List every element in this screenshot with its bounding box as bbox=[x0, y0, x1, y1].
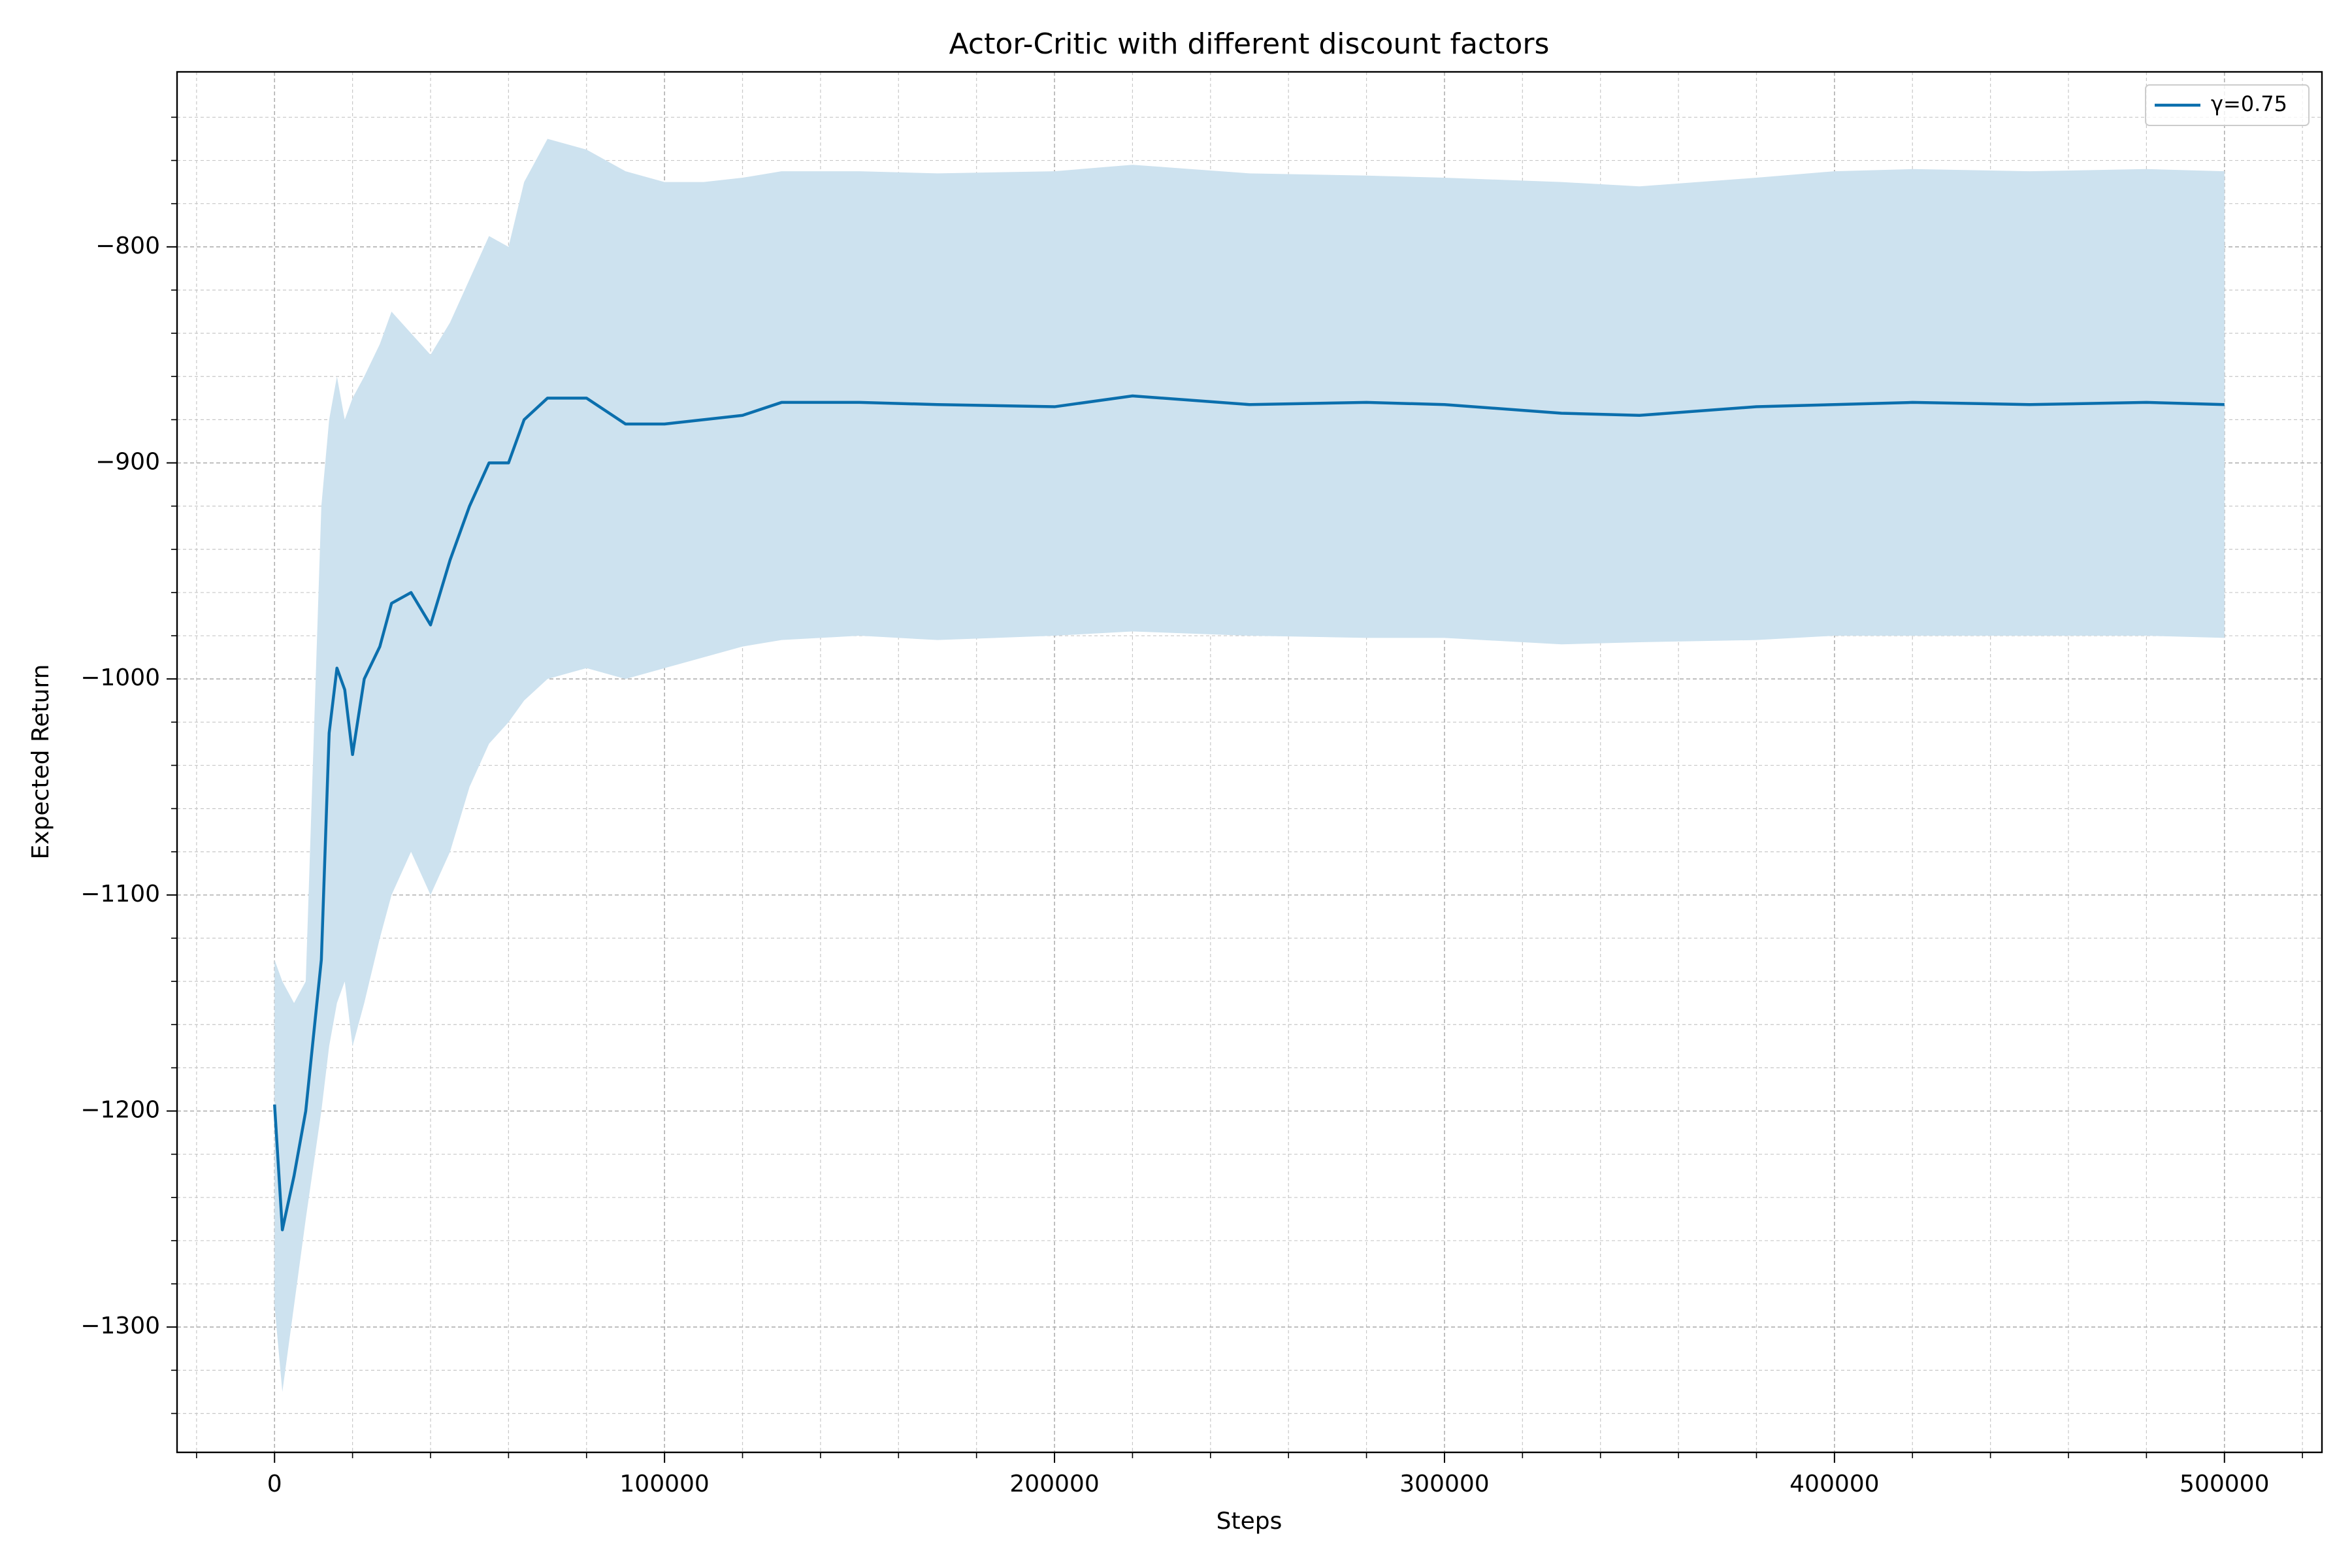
x-tick-label: 500000 bbox=[2180, 1471, 2269, 1497]
y-tick-label: −1300 bbox=[80, 1313, 160, 1339]
x-tick-label: 200000 bbox=[1009, 1471, 1099, 1497]
confidence-band bbox=[274, 139, 2225, 1392]
y-tick-label: −800 bbox=[95, 233, 160, 259]
y-tick-label: −1100 bbox=[80, 881, 160, 907]
legend-label: γ=0.75 bbox=[2211, 91, 2287, 116]
x-tick-label: 400000 bbox=[1789, 1471, 1879, 1497]
y-tick-label: −1000 bbox=[80, 664, 160, 691]
x-tick-label: 100000 bbox=[619, 1471, 709, 1497]
y-tick-label: −900 bbox=[95, 449, 160, 476]
y-axis-label: Expected Return bbox=[27, 664, 54, 860]
x-tick-label: 300000 bbox=[1399, 1471, 1489, 1497]
chart-title: Actor-Critic with different discount fac… bbox=[949, 27, 1550, 61]
plot-frame bbox=[176, 71, 2323, 1454]
y-tick-label: −1200 bbox=[80, 1097, 160, 1124]
x-tick-label: 0 bbox=[267, 1471, 282, 1497]
x-axis-label: Steps bbox=[1217, 1508, 1282, 1535]
legend-box bbox=[2145, 84, 2310, 126]
data-line bbox=[272, 394, 2225, 1232]
